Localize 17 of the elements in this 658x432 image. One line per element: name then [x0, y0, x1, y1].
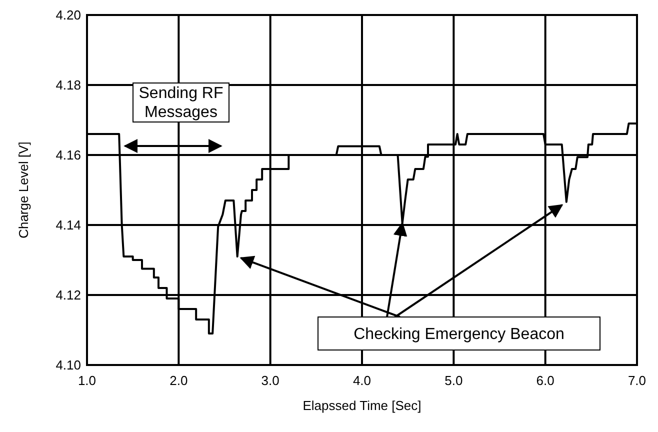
x-tick-label: 1.0 [78, 373, 96, 388]
x-tick-label: 6.0 [536, 373, 554, 388]
y-tick-label: 4.12 [56, 288, 81, 302]
x-axis-title: Elapssed Time [Sec] [302, 398, 422, 413]
y-tick-label: 4.18 [56, 78, 81, 92]
y-tick-label: 4.10 [56, 358, 81, 372]
y-tick-label: 4.16 [56, 148, 81, 162]
y-axis-title: Charge Level [V] [16, 142, 31, 238]
x-tick-label: 7.0 [628, 373, 646, 388]
x-tick-label: 5.0 [444, 373, 463, 388]
x-tick-label: 4.0 [352, 373, 372, 388]
annotation: Sending RF Messages [138, 85, 224, 121]
y-tick-label: 4.20 [56, 8, 81, 22]
x-tick-label: 2.0 [170, 373, 188, 388]
y-tick-label: 4.14 [56, 218, 81, 232]
x-tick-label: 3.0 [261, 373, 280, 388]
annotation: Checking Emergency Beacon [354, 326, 564, 343]
